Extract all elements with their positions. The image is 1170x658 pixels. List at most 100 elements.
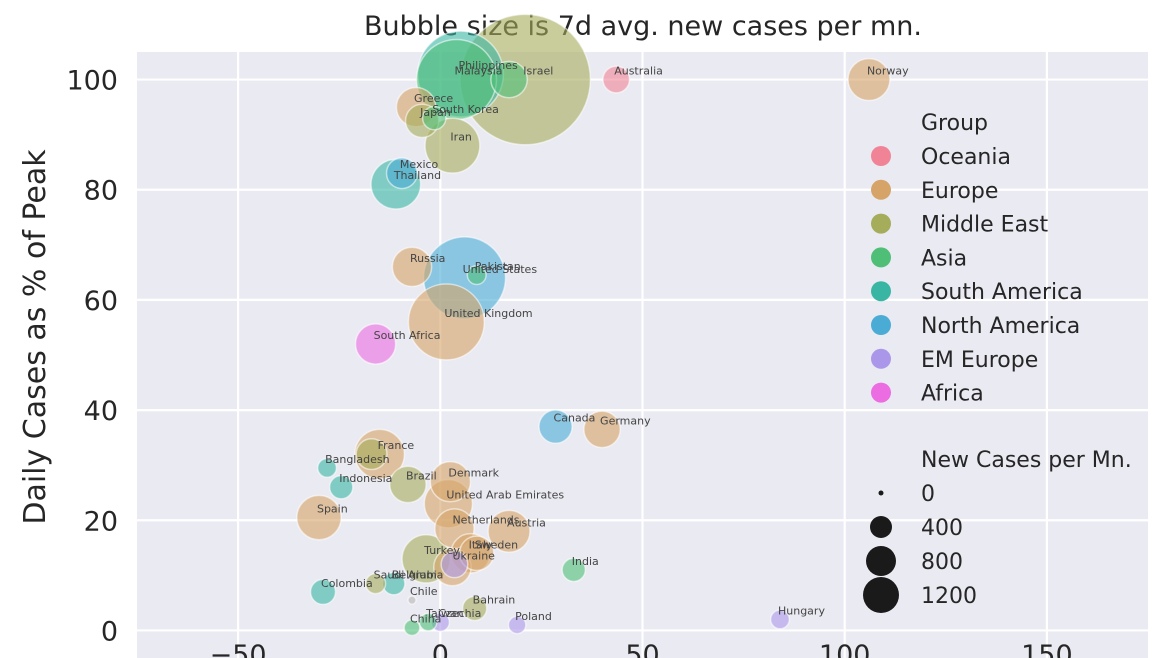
x-tick-label: 100 xyxy=(819,640,871,658)
country-label: Canada xyxy=(554,412,596,425)
legend: Group Oceania Europe Middle East Asia South A… xyxy=(863,111,1132,613)
country-label: Taiwan xyxy=(425,607,463,620)
legend-marker xyxy=(871,179,891,200)
country-label: United Kingdom xyxy=(444,307,532,320)
country-label: Thailand xyxy=(393,169,441,182)
country-label: Sweden xyxy=(475,538,518,551)
country-label: Hungary xyxy=(778,604,825,617)
bubble xyxy=(440,550,469,579)
x-tick-label: 0 xyxy=(432,640,449,658)
y-tick-label: 20 xyxy=(84,506,118,537)
country-label: France xyxy=(378,439,415,452)
y-tick-label: 100 xyxy=(66,66,118,97)
bubble xyxy=(355,438,388,471)
country-label: Indonesia xyxy=(339,472,392,485)
legend-size-marker xyxy=(863,577,899,613)
bubble xyxy=(354,323,397,365)
legend-item-label: EM Europe xyxy=(921,348,1038,373)
y-tick-label: 60 xyxy=(84,286,118,317)
country-label: Poland xyxy=(515,610,552,623)
legend-size-title: New Cases per Mn. xyxy=(921,448,1132,473)
country-label: Chile xyxy=(410,585,438,598)
bubble xyxy=(407,595,417,605)
country-label: China xyxy=(410,613,441,626)
country-label: Iran xyxy=(450,131,472,144)
bubble xyxy=(418,612,438,632)
legend-group-title: Group xyxy=(921,111,988,136)
legend-item-label: Asia xyxy=(921,246,967,271)
y-ticks: 0 20 40 60 80 100 xyxy=(66,66,118,648)
bubble xyxy=(507,615,527,635)
country-label: Denmark xyxy=(448,467,499,480)
legend-marker xyxy=(871,281,891,302)
x-tick-label: 150 xyxy=(1021,640,1073,658)
country-label: Colombia xyxy=(321,577,373,590)
bubble xyxy=(391,246,433,288)
country-label: Philippines xyxy=(459,59,519,72)
legend-size-label: 0 xyxy=(921,482,935,507)
bubble xyxy=(429,460,472,503)
x-ticks: −50 0 50 100 150 xyxy=(210,640,1073,658)
country-label: Germany xyxy=(600,414,651,427)
y-tick-label: 40 xyxy=(84,396,118,427)
country-label: Greece xyxy=(414,92,453,105)
bubble xyxy=(364,572,387,595)
country-label: Pakistan xyxy=(475,260,521,273)
legend-marker xyxy=(871,382,891,403)
bubble xyxy=(424,117,481,174)
y-tick-label: 80 xyxy=(84,176,118,207)
country-label: Malaysia xyxy=(454,65,502,78)
country-label: Russia xyxy=(410,252,445,265)
bubble xyxy=(583,410,622,449)
bubbles xyxy=(296,13,891,637)
legend-item-label: Oceania xyxy=(921,145,1011,170)
bubble xyxy=(421,105,447,131)
legend-marker xyxy=(871,146,891,166)
legend-size-label: 400 xyxy=(921,516,963,541)
country-label: Spain xyxy=(317,503,348,516)
country-label: South Korea xyxy=(432,103,499,116)
bubble xyxy=(490,60,528,99)
bubble xyxy=(309,578,337,606)
country-label: Netherlands xyxy=(452,514,519,527)
y-tick-label: 0 xyxy=(101,616,118,647)
country-label: Bahrain xyxy=(473,593,516,606)
bubble xyxy=(847,57,891,102)
bubble xyxy=(316,457,338,479)
country-label: Saudi Arabia xyxy=(374,569,444,582)
legend-item-label: Europe xyxy=(921,179,998,204)
legend-item-label: Africa xyxy=(921,382,984,407)
bubble xyxy=(328,474,354,500)
bubble xyxy=(388,465,427,504)
legend-marker xyxy=(871,247,891,268)
bubble xyxy=(538,409,573,444)
x-tick-label: −50 xyxy=(210,640,267,658)
legend-size-marker xyxy=(870,516,892,538)
y-axis-label: Daily Cases as % of Peak xyxy=(18,149,53,525)
country-label: Australia xyxy=(614,65,663,78)
legend-item-label: North America xyxy=(921,314,1080,339)
legend-size-marker xyxy=(866,546,896,576)
country-label: India xyxy=(572,555,599,568)
country-label: United States xyxy=(463,263,538,276)
legend-item-label: Middle East xyxy=(921,213,1049,238)
x-tick-label: 50 xyxy=(625,640,659,658)
country-label: Norway xyxy=(867,65,909,78)
bubble xyxy=(466,265,487,286)
bubble xyxy=(461,595,488,622)
legend-marker xyxy=(871,213,891,234)
country-label: Austria xyxy=(507,516,546,529)
bubble xyxy=(769,609,791,630)
legend-marker xyxy=(871,348,891,369)
bubble xyxy=(561,557,587,583)
country-label: Turkey xyxy=(423,544,460,557)
country-label: Mexico xyxy=(400,158,439,171)
legend-item-label: South America xyxy=(921,280,1083,305)
legend-size-label: 1200 xyxy=(921,584,977,609)
country-label: United Arab Emirates xyxy=(446,489,564,502)
country-label: Italy xyxy=(469,538,493,551)
gridlines xyxy=(137,52,1148,658)
country-label: Czechia xyxy=(438,607,481,620)
